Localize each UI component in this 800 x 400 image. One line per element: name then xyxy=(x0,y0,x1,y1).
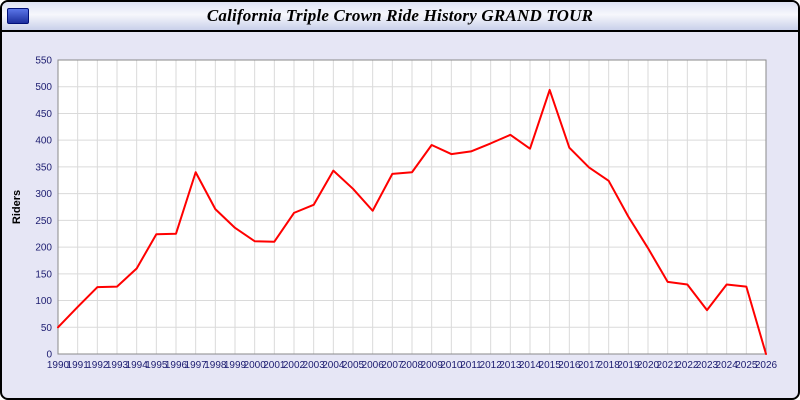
page-title: California Triple Crown Ride History GRA… xyxy=(206,6,594,25)
svg-text:550: 550 xyxy=(35,56,52,67)
svg-text:2024: 2024 xyxy=(716,360,739,371)
svg-text:450: 450 xyxy=(35,109,52,120)
svg-text:2008: 2008 xyxy=(401,360,424,371)
svg-text:2023: 2023 xyxy=(696,360,719,371)
window-icon xyxy=(7,8,29,24)
svg-text:2025: 2025 xyxy=(735,360,758,371)
svg-text:2003: 2003 xyxy=(303,360,326,371)
svg-text:1993: 1993 xyxy=(106,360,129,371)
svg-text:100: 100 xyxy=(35,296,52,307)
svg-text:2016: 2016 xyxy=(558,360,581,371)
svg-text:2019: 2019 xyxy=(617,360,640,371)
svg-text:2022: 2022 xyxy=(676,360,699,371)
title-bar: California Triple Crown Ride History GRA… xyxy=(2,2,798,32)
svg-text:400: 400 xyxy=(35,136,52,147)
svg-text:2002: 2002 xyxy=(283,360,306,371)
svg-text:200: 200 xyxy=(35,243,52,254)
svg-text:2015: 2015 xyxy=(539,360,562,371)
svg-text:1995: 1995 xyxy=(145,360,168,371)
svg-text:2010: 2010 xyxy=(440,360,463,371)
svg-text:2020: 2020 xyxy=(637,360,660,371)
svg-text:1991: 1991 xyxy=(67,360,90,371)
svg-text:2006: 2006 xyxy=(362,360,385,371)
svg-text:2000: 2000 xyxy=(244,360,267,371)
svg-text:2009: 2009 xyxy=(421,360,444,371)
svg-text:1999: 1999 xyxy=(224,360,247,371)
svg-text:1997: 1997 xyxy=(185,360,208,371)
svg-text:2011: 2011 xyxy=(460,360,482,371)
svg-text:2013: 2013 xyxy=(499,360,522,371)
svg-text:1992: 1992 xyxy=(86,360,109,371)
svg-text:2004: 2004 xyxy=(322,360,345,371)
svg-text:350: 350 xyxy=(35,162,52,173)
svg-text:250: 250 xyxy=(35,216,52,227)
svg-text:2007: 2007 xyxy=(381,360,404,371)
svg-text:2014: 2014 xyxy=(519,360,542,371)
svg-text:1994: 1994 xyxy=(126,360,149,371)
svg-text:1996: 1996 xyxy=(165,360,188,371)
svg-text:0: 0 xyxy=(46,350,52,361)
svg-text:2012: 2012 xyxy=(480,360,503,371)
svg-text:1998: 1998 xyxy=(204,360,227,371)
svg-text:2017: 2017 xyxy=(578,360,601,371)
svg-text:2018: 2018 xyxy=(598,360,621,371)
svg-text:500: 500 xyxy=(35,82,52,93)
svg-text:300: 300 xyxy=(35,189,52,200)
svg-text:150: 150 xyxy=(35,269,52,280)
riders-line-chart: 0501001502002503003504004505005501990199… xyxy=(11,56,778,372)
svg-text:Riders: Riders xyxy=(11,190,23,224)
svg-text:2005: 2005 xyxy=(342,360,365,371)
svg-text:2001: 2001 xyxy=(263,360,286,371)
svg-text:1990: 1990 xyxy=(47,360,70,371)
svg-text:50: 50 xyxy=(41,323,53,334)
svg-text:2021: 2021 xyxy=(657,360,680,371)
chart-area: 0 50 100 150 200 250 300 350 400 450 500 550 1990 199… xyxy=(2,32,798,397)
svg-text:2026: 2026 xyxy=(755,360,778,371)
